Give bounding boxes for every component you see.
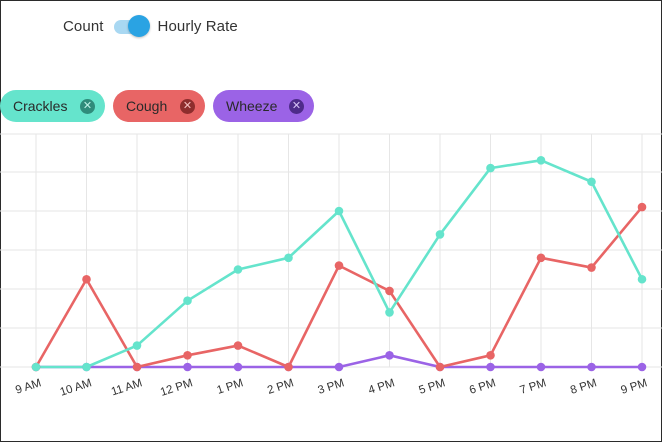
count-rate-toggle-row: Count Hourly Rate: [63, 14, 238, 38]
data-point-cough: [587, 263, 596, 272]
data-point-crackles: [486, 163, 495, 173]
x-tick-label: 5 PM: [418, 377, 447, 397]
x-tick-label: 10 AM: [59, 377, 94, 398]
count-label: Count: [63, 17, 104, 35]
x-tick-label: 6 PM: [468, 377, 497, 397]
data-point-crackles: [334, 206, 344, 216]
data-point-wheeze: [334, 362, 344, 372]
data-point-cough: [536, 253, 546, 263]
data-point-wheeze: [637, 362, 647, 372]
close-circle-icon[interactable]: ✕: [289, 98, 304, 114]
x-tick-label: 8 PM: [569, 377, 598, 397]
data-point-cough: [334, 261, 344, 270]
data-point-crackles: [385, 308, 394, 317]
filter-chip-crackles[interactable]: Crackles ✕: [0, 90, 105, 122]
data-point-cough: [435, 362, 445, 372]
x-tick-label: 4 PM: [367, 377, 396, 397]
data-point-cough: [183, 351, 192, 360]
filter-chip-cough[interactable]: Cough ✕: [113, 90, 205, 122]
data-point-cough: [486, 351, 495, 360]
data-point-crackles: [31, 362, 41, 372]
filter-chip-label: Cough: [126, 98, 168, 114]
hourly-rate-label: Hourly Rate: [157, 17, 238, 35]
data-point-wheeze: [183, 362, 192, 372]
x-tick-label: 9 PM: [620, 377, 649, 397]
switch-knob[interactable]: [127, 15, 150, 37]
filter-chips: Crackles ✕ Cough ✕ Wheeze ✕: [0, 90, 322, 122]
filter-chip-label: Wheeze: [226, 98, 278, 114]
data-point-wheeze: [536, 362, 546, 372]
data-point-crackles: [233, 265, 243, 274]
x-tick-label: 11 AM: [110, 377, 144, 398]
data-point-cough: [637, 202, 647, 212]
x-tick-label: 7 PM: [519, 377, 548, 397]
x-tick-label: 2 PM: [266, 377, 295, 397]
data-point-wheeze: [486, 362, 495, 372]
data-point-cough: [385, 286, 394, 296]
data-point-crackles: [587, 177, 596, 187]
close-circle-icon[interactable]: ✕: [180, 98, 195, 114]
data-point-crackles: [637, 274, 647, 284]
close-circle-icon[interactable]: ✕: [80, 98, 95, 114]
data-point-crackles: [435, 230, 445, 239]
data-point-wheeze: [233, 362, 243, 372]
data-point-crackles: [82, 362, 91, 372]
data-point-wheeze: [587, 362, 596, 372]
data-point-crackles: [183, 296, 192, 306]
data-point-crackles: [132, 341, 142, 350]
data-point-wheeze: [385, 351, 394, 360]
x-tick-label: 9 AM: [14, 377, 43, 397]
data-point-cough: [132, 362, 142, 372]
x-tick-label: 1 PM: [216, 377, 245, 397]
data-point-crackles: [536, 156, 546, 165]
x-tick-label: 3 PM: [317, 377, 346, 397]
filter-chip-label: Crackles: [13, 98, 68, 114]
data-point-crackles: [284, 253, 293, 263]
filter-chip-wheeze[interactable]: Wheeze ✕: [213, 90, 314, 122]
count-rate-switch[interactable]: [112, 14, 152, 38]
data-point-cough: [82, 274, 91, 284]
data-point-cough: [284, 362, 293, 372]
data-point-cough: [233, 341, 243, 350]
x-tick-label: 12 PM: [159, 377, 194, 399]
